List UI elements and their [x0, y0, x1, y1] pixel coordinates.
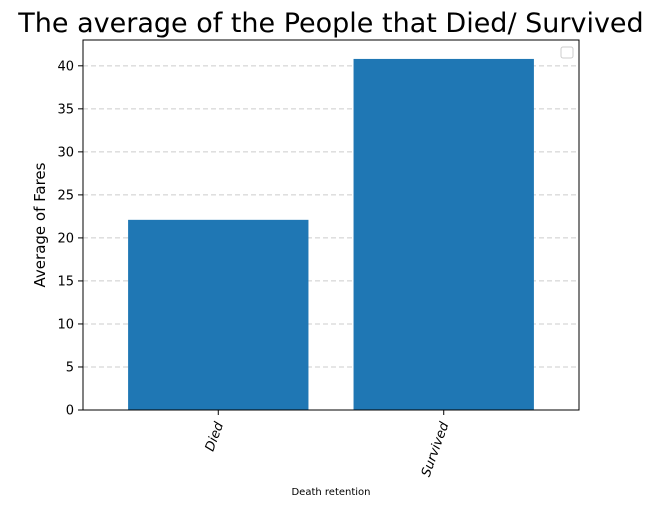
y-tick-label: 0: [66, 404, 74, 419]
bar-survived: [353, 58, 534, 410]
bars: [128, 58, 534, 410]
y-tick-label: 35: [57, 102, 74, 117]
y-axis-label: Average of Fares: [31, 162, 49, 287]
y-tick-label: 20: [57, 231, 74, 246]
x-tick-label: Survived: [419, 420, 453, 479]
chart-title: The average of the People that Died/ Sur…: [17, 8, 643, 39]
legend: [560, 46, 574, 59]
bar-died: [128, 219, 309, 410]
y-tick-label: 30: [57, 145, 74, 160]
x-tick-label: Died: [203, 420, 228, 454]
y-tick-label: 15: [57, 274, 74, 289]
x-axis-ticks: Died Survived: [203, 410, 453, 479]
y-tick-label: 5: [66, 360, 74, 375]
y-tick-label: 40: [57, 59, 74, 74]
legend-box: [560, 46, 574, 59]
y-tick-label: 25: [57, 188, 74, 203]
plot-frame: [82, 39, 580, 411]
y-axis-ticks: 0 5 10 15 20 25 30 35 40: [57, 59, 83, 419]
x-axis-label: Death retention: [291, 487, 370, 498]
y-tick-label: 10: [57, 317, 74, 332]
